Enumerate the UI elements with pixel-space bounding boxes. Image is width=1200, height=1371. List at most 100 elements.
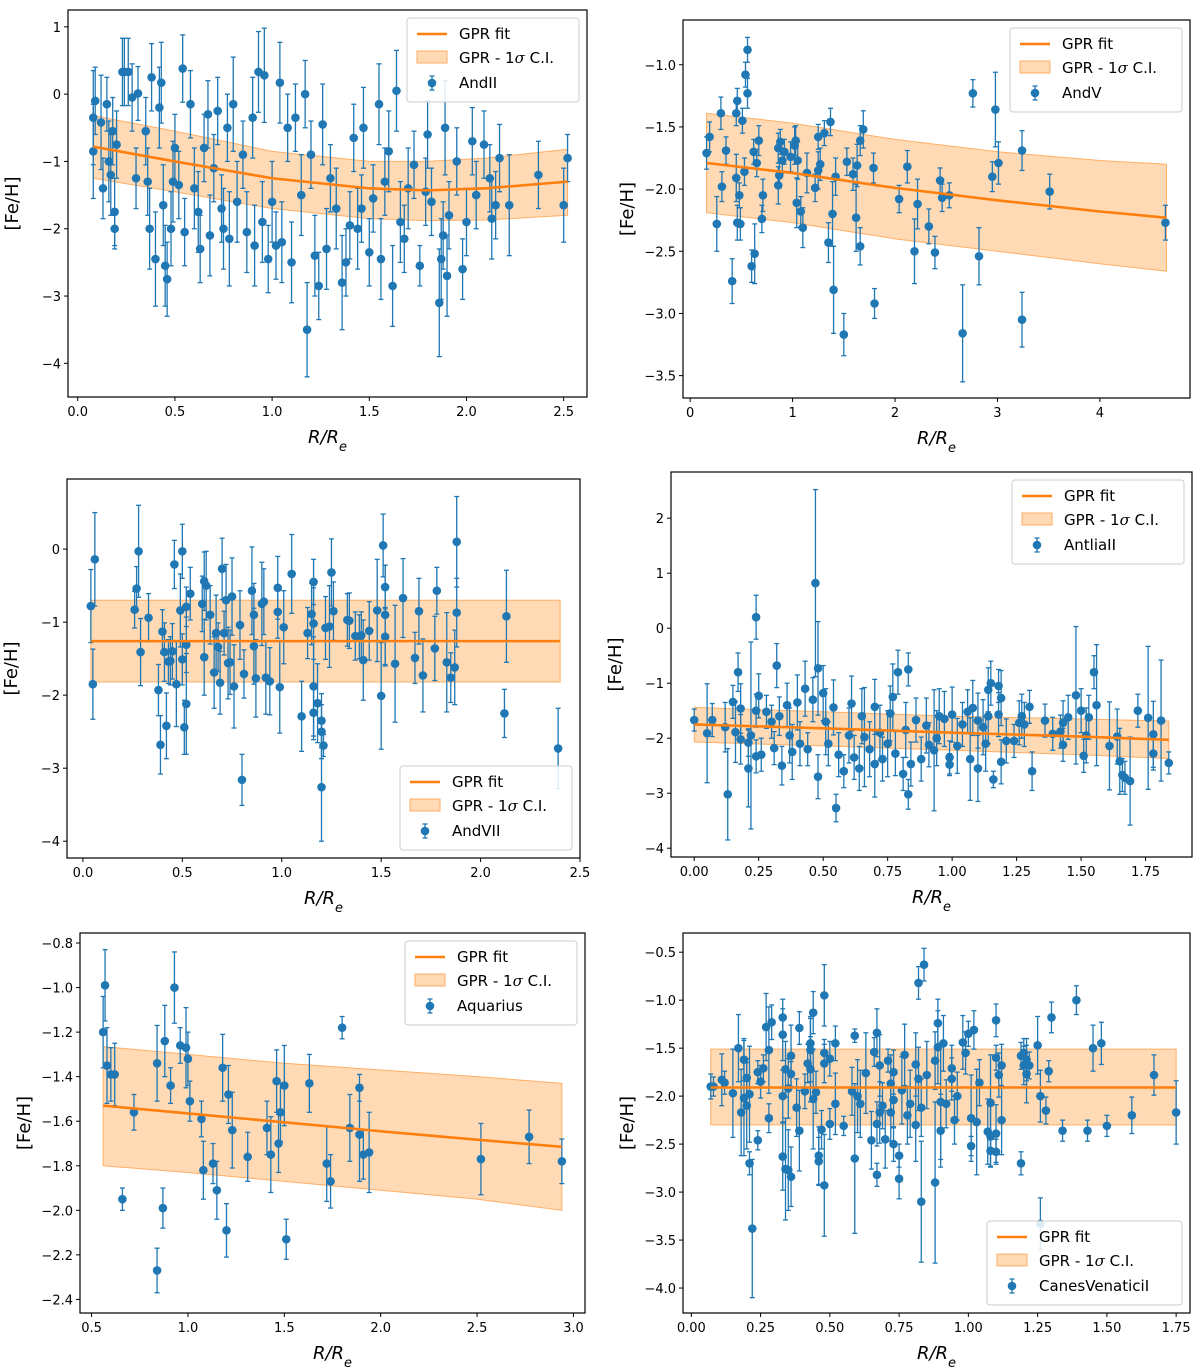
marker — [849, 753, 859, 762]
marker — [259, 597, 269, 606]
marker — [702, 728, 712, 738]
marker — [314, 281, 324, 291]
marker — [1156, 716, 1166, 725]
marker — [723, 790, 733, 799]
marker — [716, 108, 726, 118]
marker — [702, 148, 711, 158]
marker — [1127, 1111, 1137, 1120]
axes-frame — [66, 478, 581, 859]
data-point — [183, 1031, 193, 1087]
marker — [834, 750, 843, 759]
marker — [368, 194, 378, 203]
marker — [262, 1123, 272, 1133]
data-point — [152, 1024, 162, 1102]
data-point — [968, 79, 978, 108]
legend-data-label: CanesVenaticiI — [1039, 1277, 1149, 1295]
marker — [824, 739, 833, 748]
marker — [446, 673, 456, 682]
marker — [222, 1226, 231, 1235]
y-axis-label: [Fe/H] — [2, 176, 23, 230]
data-point — [996, 739, 1006, 785]
marker — [265, 676, 275, 686]
data-point — [444, 180, 454, 250]
data-point — [364, 601, 374, 661]
marker — [772, 661, 782, 670]
marker — [919, 960, 929, 969]
marker — [828, 209, 837, 219]
legend-band-swatch — [416, 50, 448, 64]
marker — [90, 555, 100, 564]
data-point — [450, 629, 460, 706]
data-point — [732, 87, 742, 114]
marker — [811, 1087, 821, 1097]
data-point — [432, 566, 442, 615]
marker — [831, 803, 841, 813]
data-point — [166, 191, 176, 267]
marker — [817, 1125, 826, 1135]
data-point — [134, 504, 143, 598]
marker — [940, 714, 949, 724]
data-point — [217, 537, 227, 601]
marker — [958, 329, 967, 338]
data-point — [212, 1160, 222, 1220]
marker — [380, 632, 390, 642]
data-point — [279, 590, 289, 665]
x-tick-label: 2.5 — [553, 405, 574, 420]
plot-area — [98, 949, 567, 1294]
data-point — [314, 251, 324, 321]
data-point — [197, 1100, 206, 1138]
marker — [181, 1043, 191, 1053]
legend-box — [986, 1220, 1183, 1306]
marker — [750, 249, 759, 259]
marker — [1017, 315, 1027, 324]
marker — [322, 244, 331, 254]
marker — [452, 608, 462, 617]
data-point — [90, 511, 100, 607]
data-point — [1017, 130, 1027, 172]
data-point — [280, 1044, 289, 1127]
legend-band-label: GPR - 1σ C.I. — [1039, 1252, 1134, 1270]
marker — [889, 1095, 898, 1105]
data-point — [743, 36, 752, 63]
data-point — [396, 180, 405, 264]
data-point — [1016, 1151, 1026, 1176]
x-tick-label: 0.00 — [680, 865, 709, 880]
marker — [736, 735, 745, 744]
marker — [746, 731, 756, 740]
marker — [1025, 702, 1034, 712]
data-point — [1044, 1059, 1054, 1083]
marker — [844, 731, 854, 740]
data-point — [281, 1218, 291, 1260]
data-point — [219, 187, 228, 270]
marker — [215, 678, 225, 688]
data-point — [110, 1042, 119, 1107]
data-point — [123, 37, 133, 107]
marker — [1033, 1040, 1042, 1050]
marker — [689, 715, 699, 725]
marker — [914, 978, 923, 988]
marker — [858, 125, 868, 134]
data-point — [170, 539, 179, 590]
marker — [272, 1076, 281, 1086]
y-axis-label: [Fe/H] — [1, 641, 22, 695]
data-point — [157, 41, 166, 124]
marker — [130, 605, 139, 615]
data-point — [329, 581, 338, 642]
data-point — [738, 107, 747, 134]
data-point — [831, 1072, 840, 1136]
y-tick-label: −2.0 — [644, 1090, 676, 1105]
marker — [875, 1061, 885, 1070]
data-point — [741, 61, 750, 88]
y-tick-label: −1.6 — [41, 1115, 73, 1130]
data-point — [355, 1087, 364, 1183]
marker — [889, 1139, 898, 1149]
marker — [911, 1120, 921, 1130]
marker — [156, 740, 165, 750]
data-point — [839, 312, 849, 357]
marker — [1171, 1108, 1181, 1117]
data-point — [778, 1008, 788, 1062]
marker — [384, 147, 394, 156]
marker — [112, 140, 121, 149]
data-point — [199, 1140, 208, 1200]
marker — [205, 610, 215, 620]
